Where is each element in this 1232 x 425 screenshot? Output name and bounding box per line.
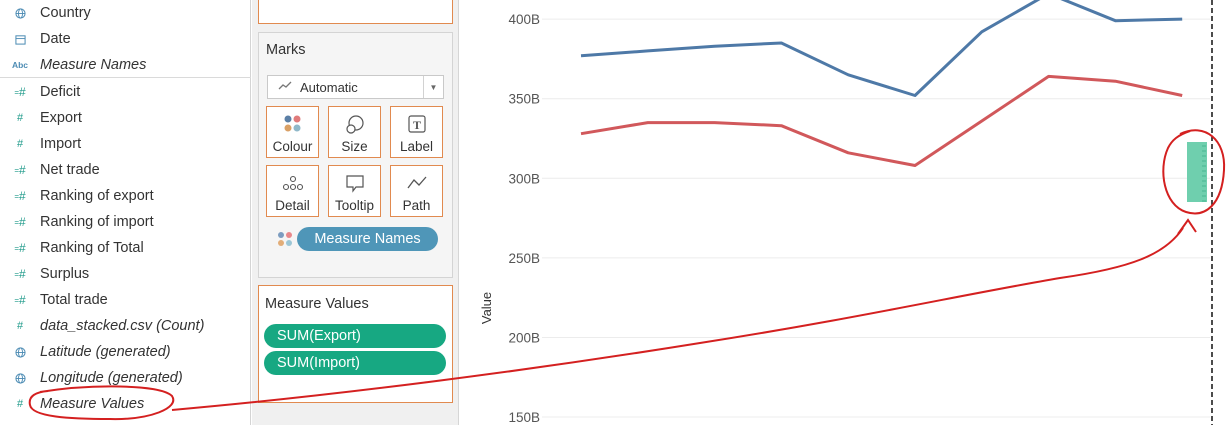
y-tick-label: 250B [508, 251, 540, 266]
measure-values-card: Measure Values SUM(Export) SUM(Import) [258, 285, 453, 403]
chevron-down-icon[interactable]: ▼ [423, 76, 443, 98]
field-net-trade[interactable]: = # Net trade [0, 157, 250, 183]
series-line-0[interactable] [580, 0, 1183, 97]
field-label: Net trade [40, 162, 100, 178]
field-latitude-generated[interactable]: Latitude (generated) [0, 339, 250, 365]
sum-import-pill[interactable]: SUM(Import) [264, 351, 446, 375]
measure-icon: # [16, 138, 24, 150]
detail-label: Detail [275, 198, 310, 213]
colour-label: Colour [272, 139, 313, 154]
measure-icon: # [16, 320, 24, 332]
chart-area: 400B 350B 300B 250B 200B 150B Value [460, 0, 1232, 425]
globe-icon [0, 346, 40, 358]
globe-icon [0, 7, 40, 19]
size-label: Size [341, 139, 368, 154]
field-label: data_stacked.csv (Count) [40, 318, 205, 334]
measure-names-colour-pill[interactable]: Measure Names [297, 227, 438, 251]
filters-card[interactable] [258, 0, 453, 24]
y-axis-ticks: 400B 350B 300B 250B 200B 150B [508, 12, 540, 425]
svg-text:T: T [412, 118, 420, 132]
field-ranking-of-export[interactable]: = # Ranking of export [0, 183, 250, 209]
field-date[interactable]: Date [0, 26, 250, 52]
sum-export-pill[interactable]: SUM(Export) [264, 324, 446, 348]
field-export[interactable]: # Export [0, 105, 250, 131]
drop-target-highlight[interactable] [1187, 142, 1207, 202]
y-tick-label: 400B [508, 12, 540, 27]
data-pane: Country Date Abc Measure Names = # Deficit # Exp… [0, 0, 251, 425]
calendar-icon [0, 34, 40, 45]
measure-icon: # [16, 112, 24, 124]
field-label: Ranking of Total [40, 240, 144, 256]
dimensions-measures-divider [0, 77, 251, 78]
mark-type-dropdown[interactable]: Automatic ▼ [267, 75, 444, 99]
field-label: Surplus [40, 266, 90, 282]
y-axis-label: Value [479, 292, 494, 324]
calc-measure-icon: = # [14, 163, 26, 177]
mark-type-label: Automatic [300, 79, 358, 95]
calc-measure-icon: = # [14, 85, 26, 99]
y-tick-label: 150B [508, 410, 540, 425]
field-label: Latitude (generated) [40, 344, 171, 360]
colour-dots-icon [278, 232, 292, 246]
field-label: Import [40, 136, 82, 152]
tooltip-icon [345, 175, 364, 193]
calc-measure-icon: = # [14, 215, 26, 229]
field-measure-names[interactable]: Abc Measure Names [0, 52, 250, 78]
colour-dots-icon [284, 115, 300, 132]
size-icon [345, 115, 364, 134]
field-label: Longitude (generated) [40, 370, 183, 386]
field-ranking-of-total[interactable]: = # Ranking of Total [0, 235, 250, 261]
detail-button[interactable]: Detail [266, 165, 319, 217]
line-chart: 400B 350B 300B 250B 200B 150B Value [479, 0, 1213, 425]
globe-icon [0, 372, 40, 384]
calc-measure-icon: = # [14, 189, 26, 203]
y-tick-label: 350B [508, 92, 540, 107]
path-label: Path [402, 198, 431, 213]
label-button[interactable]: T Label [390, 106, 443, 158]
grid-layer [542, 18, 1210, 418]
label-icon: T [407, 115, 426, 133]
field-label: Measure Names [40, 57, 147, 73]
shelves-column: Marks Automatic ▼ Colour Size [252, 0, 459, 425]
measure-values-title: Measure Values [265, 296, 369, 312]
field-country[interactable]: Country [0, 0, 250, 26]
line-mark-icon [278, 81, 292, 94]
size-button[interactable]: Size [328, 106, 381, 158]
field-label: Measure Values [40, 396, 145, 412]
marks-card: Marks Automatic ▼ Colour Size [258, 32, 453, 278]
y-tick-label: 300B [508, 171, 540, 186]
field-label: Deficit [40, 84, 81, 100]
field-total-trade[interactable]: = # Total trade [0, 287, 250, 313]
field-ranking-of-import[interactable]: = # Ranking of import [0, 209, 250, 235]
path-button[interactable]: Path [390, 165, 443, 217]
field-label: Ranking of export [40, 188, 154, 204]
field-import[interactable]: # Import [0, 131, 250, 157]
detail-dots-icon [282, 175, 303, 191]
series-line-1[interactable] [580, 74, 1183, 167]
field-surplus[interactable]: = # Surplus [0, 261, 250, 287]
marks-title: Marks [266, 42, 306, 58]
tooltip-button[interactable]: Tooltip [328, 165, 381, 217]
path-icon [406, 176, 426, 189]
field-measure-values[interactable]: # Measure Values [0, 391, 250, 417]
field-label: Country [40, 5, 91, 21]
abc-icon: Abc [11, 60, 29, 70]
field-deficit[interactable]: = # Deficit [0, 79, 250, 105]
calc-measure-icon: = # [14, 241, 26, 255]
label-label: Label [399, 139, 434, 154]
colour-button[interactable]: Colour [266, 106, 319, 158]
field-label: Total trade [40, 292, 108, 308]
tooltip-label: Tooltip [334, 198, 375, 213]
measure-icon: # [16, 398, 24, 410]
field-label: Export [40, 110, 82, 126]
calc-measure-icon: = # [14, 293, 26, 307]
field-label: Date [40, 31, 71, 47]
calc-measure-icon: = # [14, 267, 26, 281]
y-tick-label: 200B [508, 330, 540, 345]
series-layer [580, 0, 1183, 167]
field-longitude-generated[interactable]: Longitude (generated) [0, 365, 250, 391]
field-label: Ranking of import [40, 214, 154, 230]
field-data-stacked-csv-count[interactable]: # data_stacked.csv (Count) [0, 313, 250, 339]
